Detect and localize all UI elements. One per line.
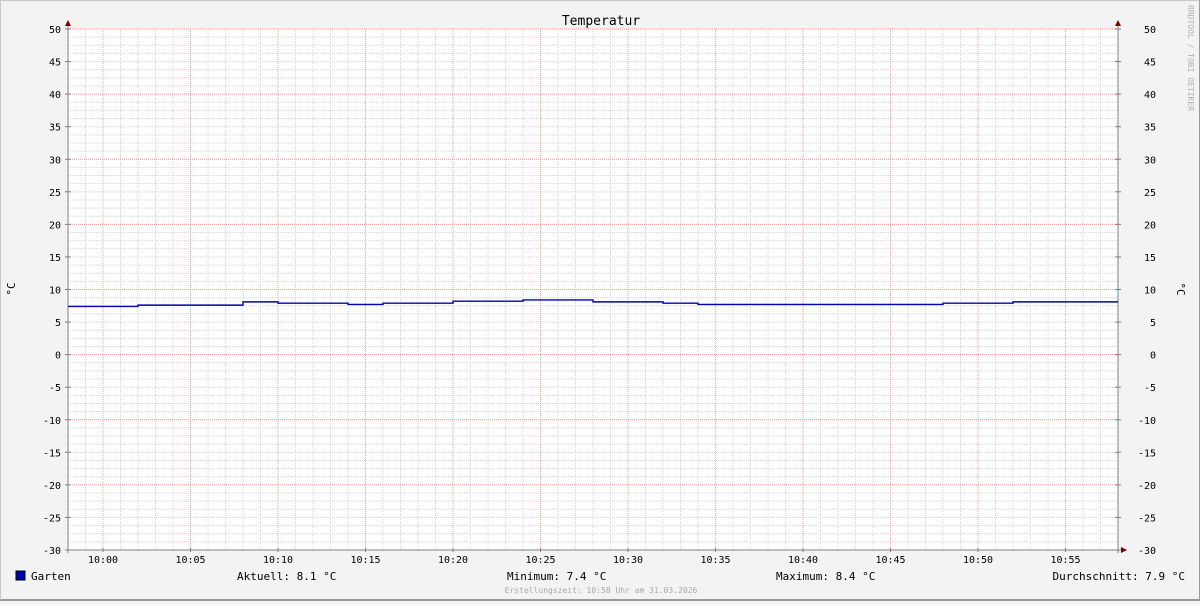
y-tick-label-right: -10 bbox=[1138, 416, 1156, 427]
y-tick-label-right: 0 bbox=[1150, 351, 1156, 362]
x-tick-label: 10:00 bbox=[88, 555, 118, 566]
y-axis-label-right: °C bbox=[1174, 282, 1187, 295]
x-tick-label: 10:35 bbox=[700, 555, 730, 566]
legend-average: Durchschnitt: 7.9 °C bbox=[1053, 570, 1185, 583]
y-tick-label-right: -30 bbox=[1138, 546, 1156, 557]
x-tick-label: 10:10 bbox=[263, 555, 293, 566]
legend-minimum: Minimum: 7.4 °C bbox=[507, 570, 606, 583]
y-tick-label-left: -20 bbox=[43, 481, 61, 492]
y-tick-label-right: -25 bbox=[1138, 513, 1156, 524]
y-tick-label-right: 30 bbox=[1144, 155, 1156, 166]
y-tick-label-left: 40 bbox=[49, 90, 61, 101]
arrow-right-icon bbox=[1121, 547, 1127, 553]
y-tick-label-right: 5 bbox=[1150, 318, 1156, 329]
y-tick-label-left: 30 bbox=[49, 155, 61, 166]
y-tick-label-left: -25 bbox=[43, 513, 61, 524]
x-tick-label: 10:55 bbox=[1050, 555, 1080, 566]
arrow-up-icon bbox=[1115, 20, 1121, 26]
y-tick-label-right: 20 bbox=[1144, 220, 1156, 231]
y-tick-label-left: 20 bbox=[49, 220, 61, 231]
y-tick-label-right: 25 bbox=[1144, 188, 1156, 199]
series-line-garten bbox=[68, 299, 1118, 308]
x-tick-label: 10:40 bbox=[788, 555, 818, 566]
arrow-up-icon bbox=[65, 20, 71, 26]
y-tick-label-left: 35 bbox=[49, 123, 61, 134]
legend-current: Aktuell: 8.1 °C bbox=[237, 570, 336, 583]
y-tick-label-right: -15 bbox=[1138, 448, 1156, 459]
y-tick-label-right: -20 bbox=[1138, 481, 1156, 492]
legend-maximum: Maximum: 8.4 °C bbox=[776, 570, 875, 583]
y-tick-label-left: 15 bbox=[49, 253, 61, 264]
y-tick-label-right: 45 bbox=[1144, 58, 1156, 69]
y-tick-label-left: -15 bbox=[43, 448, 61, 459]
legend-swatch-garten bbox=[15, 570, 26, 581]
x-tick-label: 10:25 bbox=[525, 555, 555, 566]
y-tick-label-left: 50 bbox=[49, 25, 61, 36]
x-tick-label: 10:45 bbox=[875, 555, 905, 566]
y-tick-label-left: 10 bbox=[49, 286, 61, 297]
y-tick-label-left: -30 bbox=[43, 546, 61, 557]
x-tick-label: 10:50 bbox=[963, 555, 993, 566]
chart-title: Temperatur bbox=[562, 14, 640, 29]
y-tick-label-right: 10 bbox=[1144, 286, 1156, 297]
x-tick-label: 10:05 bbox=[175, 555, 205, 566]
y-tick-label-right: 50 bbox=[1144, 25, 1156, 36]
watermark: RRDTOOL / TOBI OETIKER bbox=[1186, 5, 1195, 111]
y-tick-label-left: 0 bbox=[55, 351, 61, 362]
footer-timestamp: Erstellungszeit: 10:58 Uhr am 31.03.2026 bbox=[505, 586, 698, 595]
y-tick-label-left: 5 bbox=[55, 318, 61, 329]
y-tick-label-left: -5 bbox=[49, 383, 61, 394]
y-tick-label-right: 35 bbox=[1144, 123, 1156, 134]
y-tick-label-right: 40 bbox=[1144, 90, 1156, 101]
y-tick-label-left: 45 bbox=[49, 58, 61, 69]
x-tick-label: 10:30 bbox=[613, 555, 643, 566]
grid bbox=[67, 28, 1119, 551]
x-tick-label: 10:15 bbox=[350, 555, 380, 566]
y-tick-label-left: -10 bbox=[43, 416, 61, 427]
y-axis-label-left: °C bbox=[5, 282, 18, 295]
y-tick-label-right: 15 bbox=[1144, 253, 1156, 264]
y-tick-label-left: 25 bbox=[49, 188, 61, 199]
legend-label-garten: Garten bbox=[31, 570, 71, 583]
series bbox=[68, 299, 1118, 308]
x-tick-label: 10:20 bbox=[438, 555, 468, 566]
y-tick-label-right: -5 bbox=[1144, 383, 1156, 394]
